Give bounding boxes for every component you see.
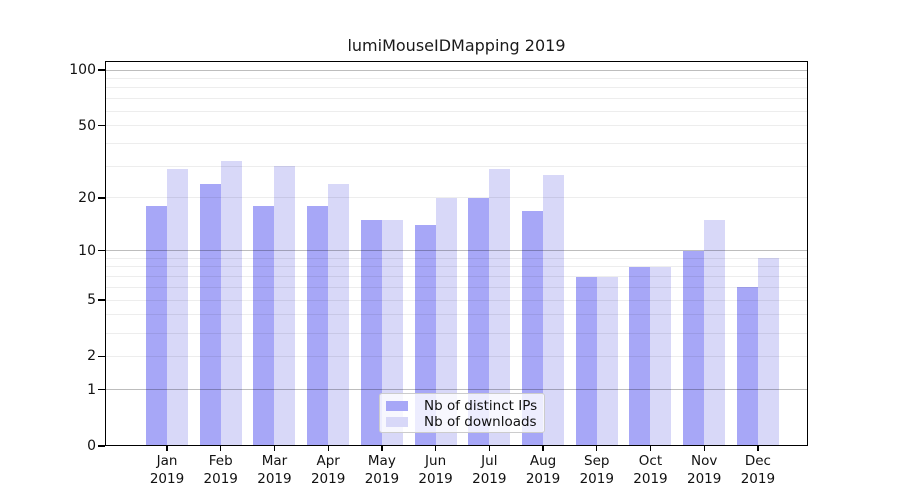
x-axis-month-label: Mar 2019 bbox=[257, 453, 292, 487]
y-tick-mark bbox=[98, 445, 105, 447]
x-axis-month-label: Sep 2019 bbox=[579, 453, 614, 487]
y-tick-mark bbox=[98, 125, 105, 127]
x-axis-month-label: May 2019 bbox=[364, 453, 400, 487]
legend-label-downloads: Nb of downloads bbox=[424, 414, 537, 430]
y-axis-tick-label: 0 bbox=[87, 438, 96, 454]
x-tick-mark bbox=[381, 446, 383, 451]
x-axis-month-label: Jun 2019 bbox=[418, 453, 453, 487]
x-axis-month-label: Jan 2019 bbox=[149, 453, 185, 487]
y-axis-tick-label: 5 bbox=[87, 292, 96, 309]
y-tick-mark bbox=[98, 388, 105, 391]
x-tick-mark bbox=[757, 446, 759, 451]
x-tick-mark bbox=[542, 446, 544, 451]
x-axis-month-label: Apr 2019 bbox=[310, 453, 346, 487]
legend-label-distinct-ips: Nb of distinct IPs bbox=[424, 398, 538, 414]
x-tick-mark bbox=[649, 446, 652, 451]
x-axis-month-label: Nov 2019 bbox=[687, 453, 722, 487]
x-axis-month-label: Dec 2019 bbox=[740, 453, 776, 487]
plot-border bbox=[105, 61, 808, 446]
x-tick-mark bbox=[703, 446, 705, 451]
y-tick-mark bbox=[98, 249, 105, 252]
x-tick-mark bbox=[327, 446, 329, 451]
y-axis-tick-label: 100 bbox=[69, 62, 96, 78]
x-axis-month-label: Jul 2019 bbox=[472, 453, 507, 487]
y-axis-tick-label: 10 bbox=[78, 242, 96, 259]
y-axis-tick-label: 1 bbox=[87, 381, 96, 398]
x-tick-mark bbox=[166, 446, 168, 451]
legend-item-distinct-ips: Nb of distinct IPs bbox=[386, 398, 544, 414]
y-axis-tick-label: 50 bbox=[78, 117, 96, 134]
y-tick-mark bbox=[98, 197, 105, 199]
y-axis-tick-label: 2 bbox=[87, 348, 96, 365]
legend-swatch-distinct-ips bbox=[386, 401, 408, 411]
chart-title: lumiMouseIDMapping 2019 bbox=[347, 36, 566, 55]
x-tick-mark bbox=[220, 446, 222, 451]
y-tick-mark bbox=[98, 69, 105, 71]
x-axis-month-label: Aug 2019 bbox=[525, 453, 561, 487]
x-axis-month-label: Feb 2019 bbox=[203, 453, 238, 487]
legend-item-downloads: Nb of downloads bbox=[386, 414, 544, 430]
y-tick-mark bbox=[98, 299, 105, 301]
x-tick-mark bbox=[488, 446, 490, 451]
x-tick-mark bbox=[434, 446, 437, 451]
x-tick-mark bbox=[273, 446, 276, 451]
y-tick-mark bbox=[98, 355, 105, 358]
legend: Nb of distinct IPs Nb of downloads bbox=[379, 393, 545, 433]
legend-swatch-downloads bbox=[386, 417, 408, 427]
x-axis-month-label: Oct 2019 bbox=[633, 453, 668, 487]
x-tick-mark bbox=[596, 446, 598, 451]
y-axis-tick-label: 20 bbox=[78, 189, 96, 206]
